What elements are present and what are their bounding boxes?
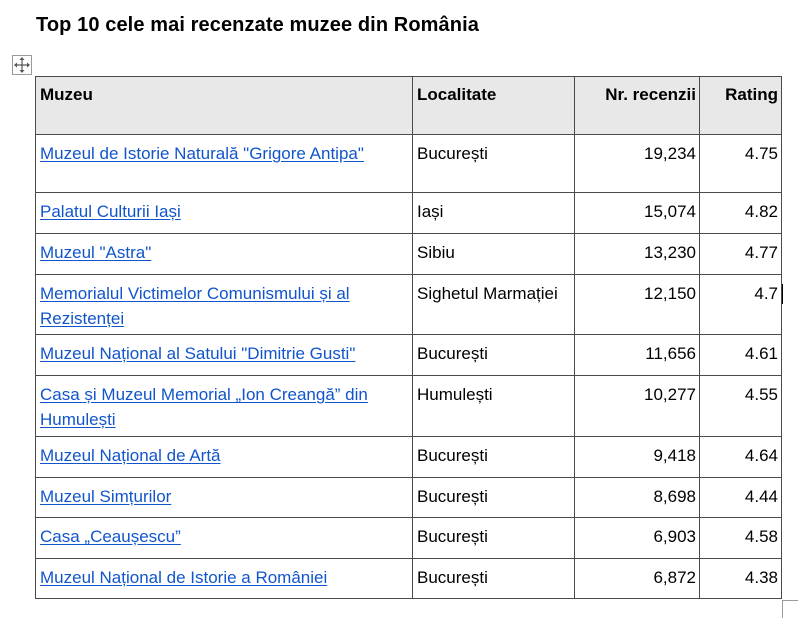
museum-link[interactable]: Muzeul Național de Artă <box>40 446 221 465</box>
text-cursor <box>782 284 783 304</box>
cell-rating: 4.55 <box>699 375 782 437</box>
cell-rating: 4.38 <box>699 558 782 599</box>
cell-recenzii: 11,656 <box>574 334 700 376</box>
museum-link[interactable]: Muzeul Național de Istorie a României <box>40 568 328 587</box>
cell-recenzii: 10,277 <box>574 375 700 437</box>
museum-link[interactable]: Memorialul Victimelor Comunismului și al… <box>40 284 350 328</box>
table-row: Muzeul Național al Satului "Dimitrie Gus… <box>35 334 782 376</box>
cell-rating: 4.77 <box>699 233 782 275</box>
header-muzeu: Muzeu <box>35 76 413 135</box>
cell-rating: 4.58 <box>699 517 782 559</box>
cell-recenzii: 13,230 <box>574 233 700 275</box>
museum-link[interactable]: Muzeul "Astra" <box>40 243 152 262</box>
cell-muzeu: Casa și Muzeul Memorial „Ion Creangă” di… <box>35 375 413 437</box>
museum-link[interactable]: Palatul Culturii Iași <box>40 202 181 221</box>
cell-localitate: Humulești <box>412 375 575 437</box>
cell-rating: 4.64 <box>699 436 782 478</box>
table-header-row: Muzeu Localitate Nr. recenzii Rating <box>35 76 782 135</box>
cell-localitate: București <box>412 517 575 559</box>
table-row: Palatul Culturii Iași Iași 15,074 4.82 <box>35 192 782 234</box>
cell-muzeu: Palatul Culturii Iași <box>35 192 413 234</box>
cell-muzeu: Casa „Ceaușescu” <box>35 517 413 559</box>
cell-muzeu: Memorialul Victimelor Comunismului și al… <box>35 274 413 335</box>
cell-muzeu: Muzeul Național de Artă <box>35 436 413 478</box>
cell-rating: 4.61 <box>699 334 782 376</box>
cell-recenzii: 9,418 <box>574 436 700 478</box>
table-move-handle[interactable] <box>12 55 32 75</box>
table-row: Muzeul Național de Istorie a României Bu… <box>35 558 782 599</box>
header-localitate: Localitate <box>412 76 575 135</box>
cell-localitate: București <box>412 477 575 518</box>
table-row: Casa „Ceaușescu” București 6,903 4.58 <box>35 517 782 559</box>
cell-rating: 4.7 <box>699 274 782 335</box>
cell-localitate: Sibiu <box>412 233 575 275</box>
cell-recenzii: 19,234 <box>574 134 700 193</box>
cell-localitate: București <box>412 436 575 478</box>
table-row: Muzeul de Istorie Naturală "Grigore Anti… <box>35 134 782 193</box>
table-row: Muzeul Național de Artă București 9,418 … <box>35 436 782 478</box>
cell-recenzii: 12,150 <box>574 274 700 335</box>
cell-rating: 4.44 <box>699 477 782 518</box>
table-row: Muzeul "Astra" Sibiu 13,230 4.77 <box>35 233 782 275</box>
table-row: Memorialul Victimelor Comunismului și al… <box>35 274 782 335</box>
museum-link[interactable]: Muzeul Simțurilor <box>40 487 172 506</box>
museum-link[interactable]: Muzeul de Istorie Naturală "Grigore Anti… <box>40 144 364 163</box>
cell-rating: 4.75 <box>699 134 782 193</box>
cell-recenzii: 8,698 <box>574 477 700 518</box>
move-icon <box>14 57 30 73</box>
document-title: Top 10 cele mai recenzate muzee din Româ… <box>36 14 479 36</box>
cell-muzeu: Muzeul Național de Istorie a României <box>35 558 413 599</box>
cell-recenzii: 6,872 <box>574 558 700 599</box>
header-rating: Rating <box>699 76 782 135</box>
cell-localitate: București <box>412 134 575 193</box>
museum-link[interactable]: Muzeul Național al Satului "Dimitrie Gus… <box>40 344 356 363</box>
cell-localitate: București <box>412 558 575 599</box>
cell-rating: 4.82 <box>699 192 782 234</box>
museums-table: Muzeu Localitate Nr. recenzii Rating Muz… <box>35 76 782 599</box>
cell-recenzii: 15,074 <box>574 192 700 234</box>
museum-link[interactable]: Casa „Ceaușescu” <box>40 527 181 546</box>
cell-muzeu: Muzeul de Istorie Naturală "Grigore Anti… <box>35 134 413 193</box>
table-row: Muzeul Simțurilor București 8,698 4.44 <box>35 477 782 518</box>
cell-recenzii: 6,903 <box>574 517 700 559</box>
header-nr-recenzii: Nr. recenzii <box>574 76 700 135</box>
table-resize-handle[interactable] <box>782 600 798 618</box>
cell-localitate: Sighetul Marmației <box>412 274 575 335</box>
cell-muzeu: Muzeul Simțurilor <box>35 477 413 518</box>
cell-muzeu: Muzeul "Astra" <box>35 233 413 275</box>
cell-localitate: București <box>412 334 575 376</box>
cell-muzeu: Muzeul Național al Satului "Dimitrie Gus… <box>35 334 413 376</box>
table-row: Casa și Muzeul Memorial „Ion Creangă” di… <box>35 375 782 437</box>
cell-localitate: Iași <box>412 192 575 234</box>
museum-link[interactable]: Casa și Muzeul Memorial „Ion Creangă” di… <box>40 385 368 429</box>
